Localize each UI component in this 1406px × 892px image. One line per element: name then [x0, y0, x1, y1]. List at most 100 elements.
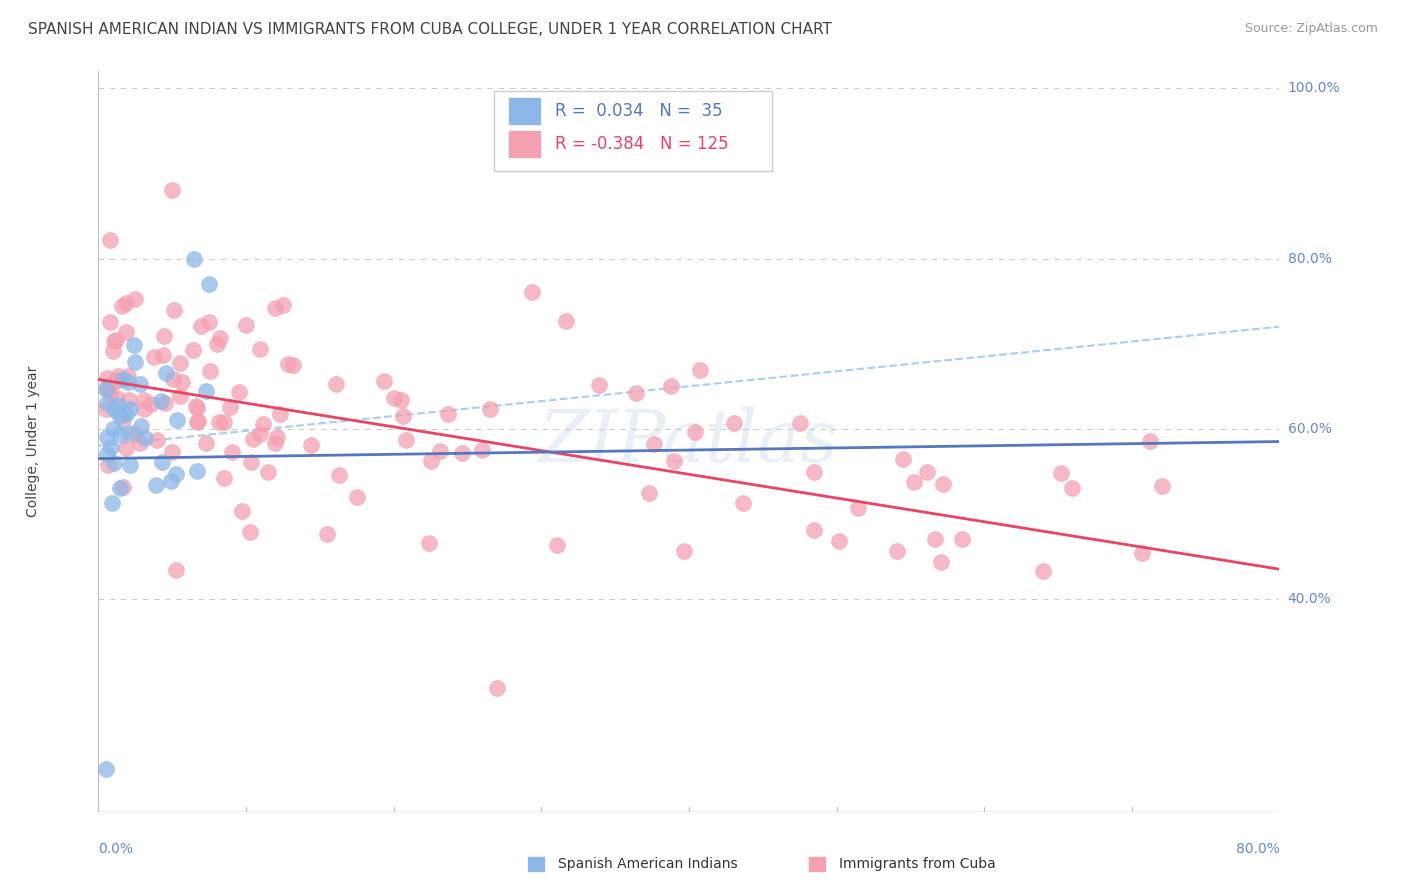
Point: [134, 431, 156, 445]
Point: [169, 389, 191, 403]
Point: [186, 401, 208, 416]
Text: 80.0%: 80.0%: [1288, 252, 1331, 266]
Point: [915, 465, 938, 479]
Point: [891, 452, 914, 467]
Point: [731, 496, 754, 510]
Point: [169, 355, 191, 369]
Point: [111, 480, 134, 494]
Point: [520, 285, 543, 300]
Point: [328, 467, 350, 482]
Point: [803, 523, 825, 537]
Point: [139, 396, 162, 410]
Point: [94, 762, 117, 776]
Point: [98, 316, 121, 330]
Point: [471, 442, 494, 457]
Point: [108, 409, 131, 423]
Point: [107, 398, 129, 412]
Point: [231, 504, 253, 518]
Point: [165, 467, 187, 481]
Point: [437, 407, 460, 421]
Point: [96, 381, 118, 395]
Text: 80.0%: 80.0%: [1236, 842, 1279, 856]
Point: [183, 252, 205, 266]
Point: [120, 458, 142, 472]
Point: [221, 444, 243, 458]
Text: 60.0%: 60.0%: [1288, 422, 1331, 436]
Point: [186, 464, 208, 478]
Point: [98, 233, 121, 247]
Point: [316, 527, 339, 541]
Point: [150, 455, 173, 469]
Point: [132, 401, 155, 416]
Point: [346, 491, 368, 505]
Point: [94, 402, 117, 417]
Point: [100, 496, 122, 510]
Point: [208, 331, 231, 345]
FancyBboxPatch shape: [508, 130, 541, 158]
Point: [1150, 479, 1173, 493]
Point: [588, 377, 610, 392]
Point: [104, 373, 127, 387]
Point: [803, 465, 825, 479]
Point: [94, 382, 117, 396]
Point: [420, 454, 443, 468]
Point: [689, 363, 711, 377]
Point: [395, 433, 418, 447]
Point: [228, 384, 250, 399]
Point: [100, 440, 122, 454]
Point: [104, 333, 127, 347]
Text: College, Under 1 year: College, Under 1 year: [27, 366, 41, 517]
Point: [104, 375, 127, 389]
Point: [929, 555, 952, 569]
Point: [269, 407, 291, 421]
Point: [1060, 481, 1083, 495]
Point: [160, 474, 183, 488]
Point: [486, 681, 509, 696]
Text: Source: ZipAtlas.com: Source: ZipAtlas.com: [1244, 22, 1378, 36]
Point: [132, 393, 155, 408]
Point: [924, 532, 946, 546]
Point: [118, 393, 141, 408]
Text: R =  0.034   N =  35: R = 0.034 N = 35: [555, 103, 723, 120]
Point: [723, 416, 745, 430]
Point: [219, 401, 242, 415]
FancyBboxPatch shape: [494, 91, 772, 171]
Point: [205, 336, 228, 351]
Point: [155, 366, 177, 380]
Point: [198, 277, 221, 292]
Point: [129, 436, 152, 450]
Point: [103, 456, 125, 470]
Point: [643, 437, 665, 451]
Point: [208, 416, 231, 430]
Point: [554, 314, 576, 328]
Point: [153, 395, 176, 409]
Point: [114, 326, 136, 340]
Point: [96, 371, 118, 385]
Point: [1032, 564, 1054, 578]
Point: [451, 446, 474, 460]
Point: [96, 396, 118, 410]
Point: [283, 359, 305, 373]
Text: 100.0%: 100.0%: [1288, 81, 1340, 95]
Point: [124, 293, 146, 307]
Point: [200, 364, 222, 378]
Point: [98, 385, 121, 400]
Point: [382, 392, 405, 406]
Point: [789, 416, 811, 430]
Point: [129, 419, 152, 434]
Point: [184, 399, 207, 413]
Point: [114, 407, 136, 421]
Point: [195, 384, 218, 399]
Point: [186, 415, 208, 429]
Point: [96, 430, 118, 444]
Point: [325, 377, 347, 392]
Point: [249, 343, 271, 357]
Point: [1139, 434, 1161, 448]
Text: Spanish American Indians: Spanish American Indians: [558, 857, 738, 871]
Point: [239, 525, 262, 540]
Point: [129, 377, 152, 392]
Point: [240, 455, 263, 469]
Point: [122, 338, 145, 352]
Point: [659, 379, 682, 393]
Point: [299, 438, 322, 452]
